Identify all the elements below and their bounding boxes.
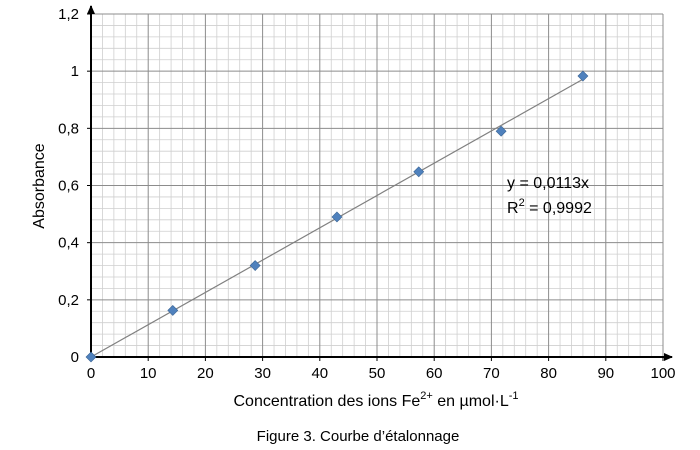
x-tick-labels: 0 10 20 30 40 50 60 70 80 90 100 xyxy=(87,357,676,382)
x-tick-label: 0 xyxy=(87,365,95,382)
data-point xyxy=(249,260,261,271)
x-tick-label: 30 xyxy=(254,365,271,382)
figure-caption: Figure 3. Courbe d’étalonnage xyxy=(257,428,460,445)
r-squared-symbol: R xyxy=(507,200,519,217)
x-axis-label-unit: en µmol·L xyxy=(433,393,509,410)
y-tick-label: 0,6 xyxy=(58,178,79,195)
data-point xyxy=(495,125,507,137)
x-axis-label-superscript-exponent: -1 xyxy=(509,390,519,402)
x-tick-label: 100 xyxy=(650,365,675,382)
y-tick-label: 0 xyxy=(71,349,79,366)
r-squared-exponent: 2 xyxy=(519,197,525,209)
y-tick-label: 0,4 xyxy=(58,235,79,252)
data-point xyxy=(331,211,343,223)
trendline-equation: y = 0,0113x xyxy=(507,175,589,192)
y-tick-label: 0,2 xyxy=(58,292,79,309)
y-tick-label: 1 xyxy=(71,63,79,80)
data-points xyxy=(85,70,589,363)
x-tick-label: 70 xyxy=(483,365,500,382)
data-point xyxy=(577,70,589,82)
data-point xyxy=(85,351,97,363)
r-squared-value: = 0,9992 xyxy=(525,200,592,217)
x-tick-label: 80 xyxy=(540,365,557,382)
x-axis-label: Concentration des ions Fe2+ en µmol·L-1 xyxy=(233,390,518,410)
r-squared-label: R2 = 0,9992 xyxy=(507,197,592,217)
x-tick-label: 10 xyxy=(140,365,157,382)
y-tick-label: 1,2 xyxy=(58,6,79,23)
x-tick-label: 40 xyxy=(311,365,328,382)
y-tick-labels: 0 0,2 0,4 0,6 0,8 1 1,2 xyxy=(58,6,91,366)
x-axis-label-superscript-charge: 2+ xyxy=(420,390,433,402)
x-tick-label: 90 xyxy=(597,365,614,382)
x-tick-label: 20 xyxy=(197,365,214,382)
x-tick-label: 50 xyxy=(369,365,386,382)
data-point xyxy=(167,304,179,316)
y-tick-label: 0,8 xyxy=(58,120,79,137)
y-axis-label: Absorbance xyxy=(31,143,48,228)
major-grid xyxy=(91,13,664,357)
x-tick-label: 60 xyxy=(426,365,443,382)
x-axis-label-main: Concentration des ions Fe xyxy=(233,393,420,410)
data-point xyxy=(413,166,425,178)
